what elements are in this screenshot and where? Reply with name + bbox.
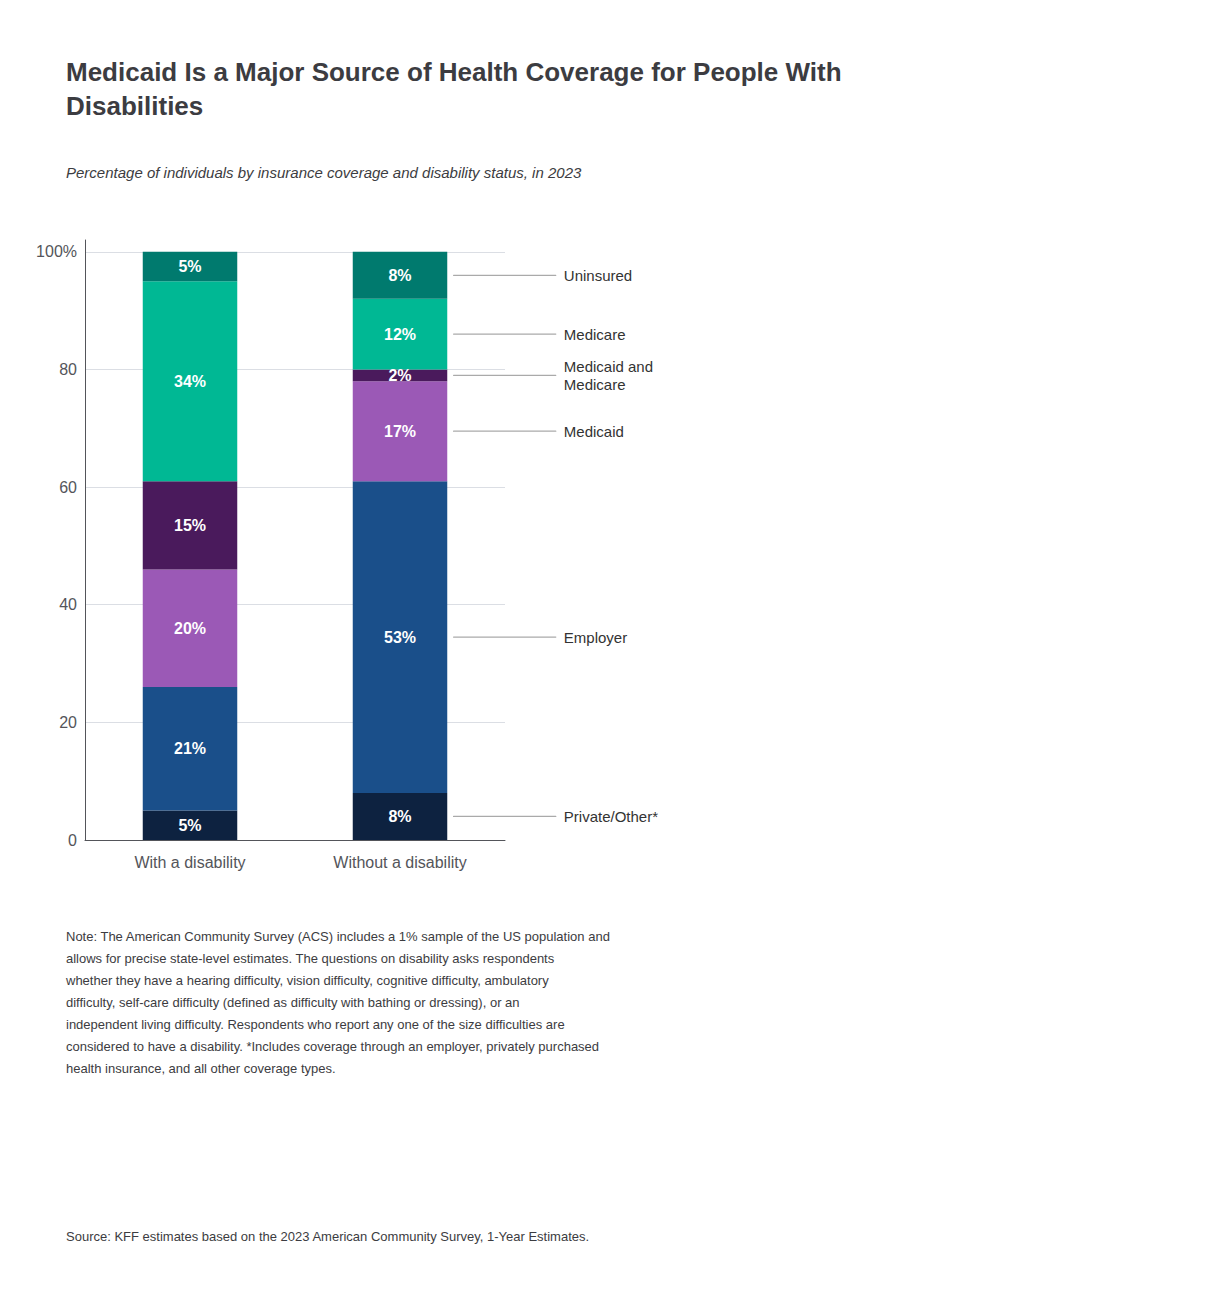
svg-text:difficulty, self-care difficul: difficulty, self-care difficulty (define… xyxy=(66,995,520,1010)
svg-text:independent living difficulty.: independent living difficulty. Responden… xyxy=(66,1017,565,1032)
svg-text:Medicaid Is a Major Source of: Medicaid Is a Major Source of Health Cov… xyxy=(66,57,842,87)
svg-text:Source: KFF estimates based on: Source: KFF estimates based on the 2023 … xyxy=(66,1229,589,1244)
svg-text:With a disability: With a disability xyxy=(134,854,245,871)
svg-text:15%: 15% xyxy=(174,517,206,534)
svg-text:Medicare: Medicare xyxy=(564,376,626,393)
svg-text:Employer: Employer xyxy=(564,629,627,646)
svg-text:whether they have a hearing di: whether they have a hearing difficulty, … xyxy=(65,973,549,988)
svg-text:health insurance, and all othe: health insurance, and all other coverage… xyxy=(66,1061,336,1076)
svg-text:Note: The American Community S: Note: The American Community Survey (ACS… xyxy=(66,929,610,944)
svg-text:53%: 53% xyxy=(384,629,416,646)
svg-text:60: 60 xyxy=(59,479,77,496)
svg-text:80: 80 xyxy=(59,361,77,378)
svg-text:8%: 8% xyxy=(388,808,411,825)
svg-text:21%: 21% xyxy=(174,740,206,757)
svg-text:34%: 34% xyxy=(174,373,206,390)
svg-text:17%: 17% xyxy=(384,423,416,440)
svg-text:8%: 8% xyxy=(388,267,411,284)
svg-text:20%: 20% xyxy=(174,620,206,637)
svg-text:2%: 2% xyxy=(388,367,411,384)
svg-text:Medicaid and: Medicaid and xyxy=(564,358,653,375)
svg-text:12%: 12% xyxy=(384,326,416,343)
svg-text:40: 40 xyxy=(59,596,77,613)
svg-text:allows for precise state-level: allows for precise state-level estimates… xyxy=(66,951,555,966)
svg-text:Without a disability: Without a disability xyxy=(333,854,466,871)
svg-text:0: 0 xyxy=(68,832,77,849)
svg-text:Private/Other*: Private/Other* xyxy=(564,808,658,825)
svg-text:5%: 5% xyxy=(178,817,201,834)
svg-text:Uninsured: Uninsured xyxy=(564,267,632,284)
svg-text:Percentage of individuals by i: Percentage of individuals by insurance c… xyxy=(66,164,582,181)
svg-text:5%: 5% xyxy=(178,258,201,275)
svg-text:Disabilities: Disabilities xyxy=(66,91,203,121)
svg-text:100%: 100% xyxy=(36,243,77,260)
svg-text:Medicare: Medicare xyxy=(564,326,626,343)
svg-text:considered to have a disabilit: considered to have a disability. *Includ… xyxy=(66,1039,599,1054)
svg-text:20: 20 xyxy=(59,714,77,731)
svg-text:Medicaid: Medicaid xyxy=(564,423,624,440)
